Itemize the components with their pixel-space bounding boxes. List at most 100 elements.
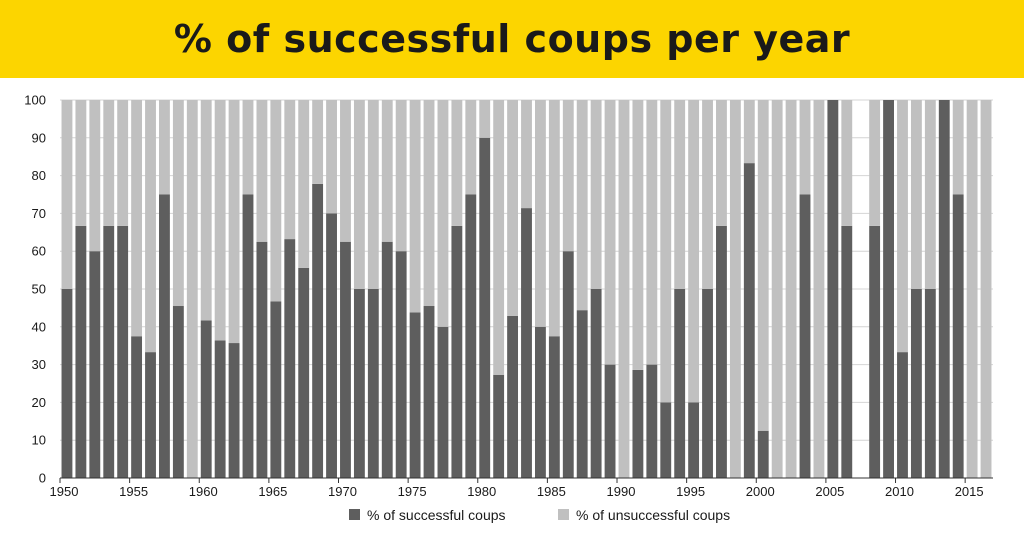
bar-unsuccessful-1976 xyxy=(423,100,435,307)
bar-successful-2013 xyxy=(938,100,950,478)
bar-unsuccessful-1952 xyxy=(89,100,101,252)
bar-unsuccessful-1956 xyxy=(145,100,156,353)
chart-title: % of successful coups per year xyxy=(173,17,851,61)
bar-unsuccessful-2004 xyxy=(813,100,825,478)
bar-successful-2012 xyxy=(924,289,936,478)
bar-unsuccessful-1998 xyxy=(729,100,741,478)
bar-successful-1955 xyxy=(131,336,143,478)
bar-unsuccessful-2008 xyxy=(869,100,881,226)
y-tick-label-0: 0 xyxy=(39,471,46,486)
legend-swatch-unsuccessful xyxy=(558,509,569,520)
bar-successful-1992 xyxy=(646,364,658,478)
bar-successful-1996 xyxy=(702,289,713,478)
bar-unsuccessful-1950 xyxy=(61,100,73,289)
bar-unsuccessful-1981 xyxy=(493,100,505,375)
bar-successful-1952 xyxy=(89,251,101,478)
y-tick-label-30: 30 xyxy=(32,357,46,372)
bar-unsuccessful-2014 xyxy=(952,100,964,195)
y-tick-label-40: 40 xyxy=(32,319,46,334)
bar-unsuccessful-1985 xyxy=(548,100,560,337)
x-tick-label-1970: 1970 xyxy=(328,484,357,499)
x-tick-label-2005: 2005 xyxy=(815,484,844,499)
bar-unsuccessful-1984 xyxy=(534,100,546,327)
legend-swatch-successful xyxy=(349,509,360,520)
bar-unsuccessful-2003 xyxy=(799,100,811,195)
bar-successful-1988 xyxy=(590,289,602,478)
bar-successful-2003 xyxy=(799,194,811,478)
bar-unsuccessful-1962 xyxy=(228,100,240,344)
bar-unsuccessful-1996 xyxy=(702,100,713,289)
bar-unsuccessful-1990 xyxy=(618,100,630,478)
y-tick-label-60: 60 xyxy=(32,244,46,259)
bar-successful-1982 xyxy=(507,315,519,478)
bar-unsuccessful-1955 xyxy=(131,100,143,337)
bar-unsuccessful-1966 xyxy=(284,100,296,240)
bar-unsuccessful-1999 xyxy=(743,100,755,164)
bar-unsuccessful-2015 xyxy=(966,100,978,478)
bar-successful-1976 xyxy=(423,306,435,478)
bar-unsuccessful-2010 xyxy=(897,100,908,353)
bar-successful-1973 xyxy=(381,241,393,478)
bar-unsuccessful-1983 xyxy=(521,100,532,209)
bar-unsuccessful-2002 xyxy=(785,100,797,478)
bar-unsuccessful-1959 xyxy=(186,100,198,478)
bar-unsuccessful-2001 xyxy=(771,100,783,478)
bar-unsuccessful-1975 xyxy=(409,100,421,313)
bar-successful-1984 xyxy=(534,326,546,478)
bar-chart: 0 10 20 30 40 50 60 70 80 90 100 1950 1955 1960 1965 19… xyxy=(24,93,993,523)
bar-unsuccessful-1986 xyxy=(562,100,574,252)
bar-unsuccessful-1969 xyxy=(326,100,337,214)
bar-successful-1966 xyxy=(284,239,296,478)
bar-successful-1986 xyxy=(562,251,574,478)
bar-unsuccessful-1972 xyxy=(367,100,379,289)
bar-unsuccessful-1954 xyxy=(117,100,129,226)
bar-unsuccessful-1957 xyxy=(159,100,170,195)
bar-successful-1983 xyxy=(521,208,532,478)
bar-successful-2011 xyxy=(910,289,922,478)
bar-unsuccessful-1958 xyxy=(172,100,184,307)
x-tick-label-2010: 2010 xyxy=(885,484,914,499)
bar-successful-1972 xyxy=(367,289,379,478)
bar-successful-1967 xyxy=(298,267,310,478)
bar-unsuccessful-1989 xyxy=(604,100,616,365)
bar-successful-1993 xyxy=(660,402,672,478)
bar-unsuccessful-2016 xyxy=(980,100,992,478)
bar-unsuccessful-2006 xyxy=(841,100,853,226)
x-tick-label-1975: 1975 xyxy=(398,484,427,499)
bar-successful-1963 xyxy=(242,194,254,478)
bar-unsuccessful-1982 xyxy=(507,100,519,316)
bar-successful-2006 xyxy=(841,225,853,478)
bar-unsuccessful-2000 xyxy=(757,100,769,431)
x-tick-label-1995: 1995 xyxy=(676,484,705,499)
bar-unsuccessful-1993 xyxy=(660,100,672,403)
bar-successful-1953 xyxy=(103,225,115,478)
x-tick-label-1960: 1960 xyxy=(189,484,218,499)
bar-successful-1954 xyxy=(117,225,129,478)
bar-successful-1951 xyxy=(75,225,87,478)
bar-successful-2008 xyxy=(869,225,881,478)
bar-unsuccessful-1961 xyxy=(214,100,226,341)
bar-successful-1950 xyxy=(61,289,73,478)
bar-unsuccessful-2012 xyxy=(924,100,936,289)
axes: 0 10 20 30 40 50 60 70 80 90 100 1950 1955 1960 1965 19… xyxy=(24,93,993,499)
y-tick-label-20: 20 xyxy=(32,395,46,410)
bar-unsuccessful-1995 xyxy=(688,100,700,403)
bar-successful-1985 xyxy=(548,336,560,478)
bar-successful-1980 xyxy=(479,137,491,479)
bar-unsuccessful-1994 xyxy=(674,100,686,289)
bar-unsuccessful-1992 xyxy=(646,100,658,365)
x-tick-label-2000: 2000 xyxy=(746,484,775,499)
bar-successful-1979 xyxy=(465,194,477,478)
bar-unsuccessful-1970 xyxy=(340,100,351,242)
bar-successful-1989 xyxy=(604,364,616,478)
bar-successful-2009 xyxy=(883,100,894,478)
bar-successful-2005 xyxy=(827,100,839,478)
bar-unsuccessful-1968 xyxy=(312,100,324,184)
y-tick-label-80: 80 xyxy=(32,168,46,183)
bar-unsuccessful-1960 xyxy=(200,100,212,321)
bar-unsuccessful-1977 xyxy=(437,100,449,327)
bar-successful-1960 xyxy=(200,320,212,478)
bar-unsuccessful-1951 xyxy=(75,100,87,226)
bar-successful-1962 xyxy=(228,343,240,478)
bar-successful-1969 xyxy=(326,213,337,478)
